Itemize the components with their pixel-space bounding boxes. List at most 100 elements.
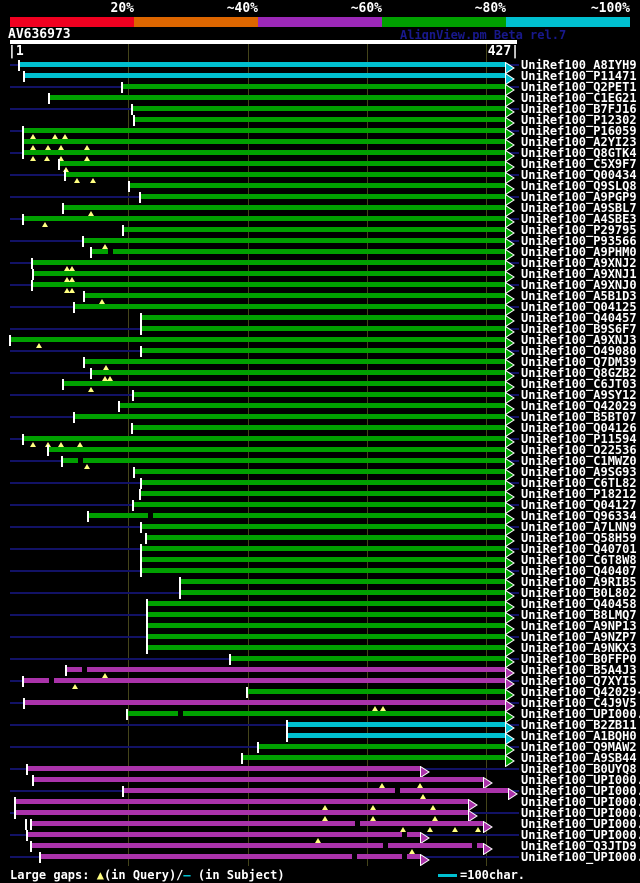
hit-label[interactable]: UniRef100_P18212 <box>521 487 637 501</box>
alignment-bar[interactable] <box>28 766 420 771</box>
alignment-bar[interactable] <box>60 161 505 166</box>
alignment-bar[interactable] <box>92 249 505 254</box>
hit-label[interactable]: UniRef100_P29795 <box>521 223 637 237</box>
hit-label[interactable]: UniRef100_UPI000.. <box>521 795 640 809</box>
hit-label[interactable]: UniRef100_Q04127 <box>521 498 637 512</box>
alignment-bar[interactable] <box>135 469 505 474</box>
hit-label[interactable]: UniRef100_B5BT07 <box>521 410 637 424</box>
hit-label[interactable]: UniRef100_C1MWZ0 <box>521 454 637 468</box>
hit-label[interactable]: UniRef100_Q40407 <box>521 564 637 578</box>
alignment-bar[interactable] <box>92 370 505 375</box>
hit-label[interactable]: UniRef100_O22536 <box>521 443 637 457</box>
alignment-bar[interactable] <box>20 62 505 67</box>
alignment-bar[interactable] <box>243 755 505 760</box>
alignment-bar[interactable] <box>231 656 505 661</box>
hit-label[interactable]: UniRef100_B2ZB11 <box>521 718 637 732</box>
alignment-bar[interactable] <box>134 502 505 507</box>
alignment-bar[interactable] <box>66 172 505 177</box>
alignment-bar[interactable] <box>142 315 505 320</box>
hit-label[interactable]: UniRef100_Q40701 <box>521 542 637 556</box>
hit-label[interactable]: UniRef100_A9SB44 <box>521 751 637 765</box>
hit-label[interactable]: UniRef100_C6T8W8 <box>521 553 637 567</box>
alignment-bar[interactable] <box>24 128 505 133</box>
hit-label[interactable]: UniRef100_B0UYQ8 <box>521 762 637 776</box>
hit-label[interactable]: UniRef100_P93566 <box>521 234 637 248</box>
hit-label[interactable]: UniRef100_Q7DM39 <box>521 355 637 369</box>
hit-label[interactable]: UniRef100_UPI000.. <box>521 773 640 787</box>
alignment-bar[interactable] <box>16 810 468 815</box>
hit-label[interactable]: UniRef100_P11471 <box>521 69 637 83</box>
alignment-bar[interactable] <box>84 238 505 243</box>
hit-label[interactable]: UniRef100_UPI000.. <box>521 784 640 798</box>
hit-label[interactable]: UniRef100_P16059 <box>521 124 637 138</box>
alignment-bar[interactable] <box>33 282 505 287</box>
hit-label[interactable]: UniRef100_Q42029-2 <box>521 685 640 699</box>
alignment-bar[interactable] <box>124 788 508 793</box>
hit-label[interactable]: UniRef100_Q8GZB2 <box>521 366 637 380</box>
alignment-bar[interactable] <box>142 348 505 353</box>
alignment-bar[interactable] <box>148 634 505 639</box>
alignment-bar[interactable] <box>135 117 505 122</box>
alignment-bar[interactable] <box>34 271 505 276</box>
hit-label[interactable]: UniRef100_UPI000.. <box>521 828 640 842</box>
hit-label[interactable]: UniRef100_Q9SLQ8 <box>521 179 637 193</box>
hit-label[interactable]: UniRef100_A9PGP9 <box>521 190 637 204</box>
alignment-bar[interactable] <box>147 535 505 540</box>
hit-label[interactable]: UniRef100_A2YI23 <box>521 135 637 149</box>
hit-label[interactable]: UniRef100_Q8GTK4 <box>521 146 637 160</box>
alignment-bar[interactable] <box>141 194 505 199</box>
hit-label[interactable]: UniRef100_A5B1D3 <box>521 289 637 303</box>
alignment-bar[interactable] <box>288 722 505 727</box>
alignment-bar[interactable] <box>75 414 505 419</box>
hit-label[interactable]: UniRef100_A9PHM0 <box>521 245 637 259</box>
hit-label[interactable]: UniRef100_Q9MAW2 <box>521 740 637 754</box>
alignment-bar[interactable] <box>142 557 505 562</box>
alignment-bar[interactable] <box>32 843 483 848</box>
alignment-bar[interactable] <box>24 150 505 155</box>
hit-label[interactable]: UniRef100_Q58H59 <box>521 531 637 545</box>
hit-label[interactable]: UniRef100_P12302 <box>521 113 637 127</box>
alignment-bar[interactable] <box>141 491 505 496</box>
hit-label[interactable]: UniRef100_A9XNJ3 <box>521 333 637 347</box>
hit-label[interactable]: UniRef100_B8LMQ7 <box>521 608 637 622</box>
hit-label[interactable]: UniRef100_B5A4J3 <box>521 663 637 677</box>
hit-label[interactable]: UniRef100_A9NZP7 <box>521 630 637 644</box>
hit-label[interactable]: UniRef100_Q00434 <box>521 168 637 182</box>
alignment-bar[interactable] <box>130 183 505 188</box>
hit-label[interactable]: UniRef100_Q04125 <box>521 300 637 314</box>
alignment-bar[interactable] <box>64 205 505 210</box>
hit-label[interactable]: UniRef100_B0FFP0 <box>521 652 637 666</box>
alignment-bar[interactable] <box>142 480 505 485</box>
alignment-bar[interactable] <box>288 733 505 738</box>
hit-label[interactable]: UniRef100_C6JT03 <box>521 377 637 391</box>
hit-label[interactable]: UniRef100_UPI000.. <box>521 817 640 831</box>
alignment-bar[interactable] <box>142 326 505 331</box>
hit-label[interactable]: UniRef100_UPI000.. <box>521 806 640 820</box>
hit-label[interactable]: UniRef100_A9XNJ0 <box>521 278 637 292</box>
alignment-bar[interactable] <box>148 623 505 628</box>
alignment-bar[interactable] <box>85 293 505 298</box>
hit-label[interactable]: UniRef100_A9SG93 <box>521 465 637 479</box>
alignment-bar[interactable] <box>28 832 420 837</box>
alignment-bar[interactable] <box>11 337 505 342</box>
alignment-bar[interactable] <box>133 106 505 111</box>
hit-label[interactable]: UniRef100_Q96334 <box>521 509 637 523</box>
hit-label[interactable]: UniRef100_A9SBL7 <box>521 201 637 215</box>
alignment-bar[interactable] <box>123 84 505 89</box>
alignment-bar[interactable] <box>63 458 505 463</box>
alignment-bar[interactable] <box>25 73 505 78</box>
alignment-bar[interactable] <box>24 139 505 144</box>
hit-label[interactable]: UniRef100_A4SBE3 <box>521 212 637 226</box>
alignment-bar[interactable] <box>181 590 505 595</box>
hit-label[interactable]: UniRef100_C6TL82 <box>521 476 637 490</box>
alignment-bar[interactable] <box>181 579 505 584</box>
alignment-bar[interactable] <box>50 95 505 100</box>
hit-label[interactable]: UniRef100_O49080 <box>521 344 637 358</box>
hit-label[interactable]: UniRef100_A9NKX3 <box>521 641 637 655</box>
hit-label[interactable]: UniRef100_C4J9V5 <box>521 696 637 710</box>
alignment-bar[interactable] <box>148 645 505 650</box>
alignment-bar[interactable] <box>24 436 505 441</box>
hit-label[interactable]: UniRef100_UPI000.. <box>521 850 640 864</box>
alignment-bar[interactable] <box>120 403 505 408</box>
hit-label[interactable]: UniRef100_Q40458 <box>521 597 637 611</box>
